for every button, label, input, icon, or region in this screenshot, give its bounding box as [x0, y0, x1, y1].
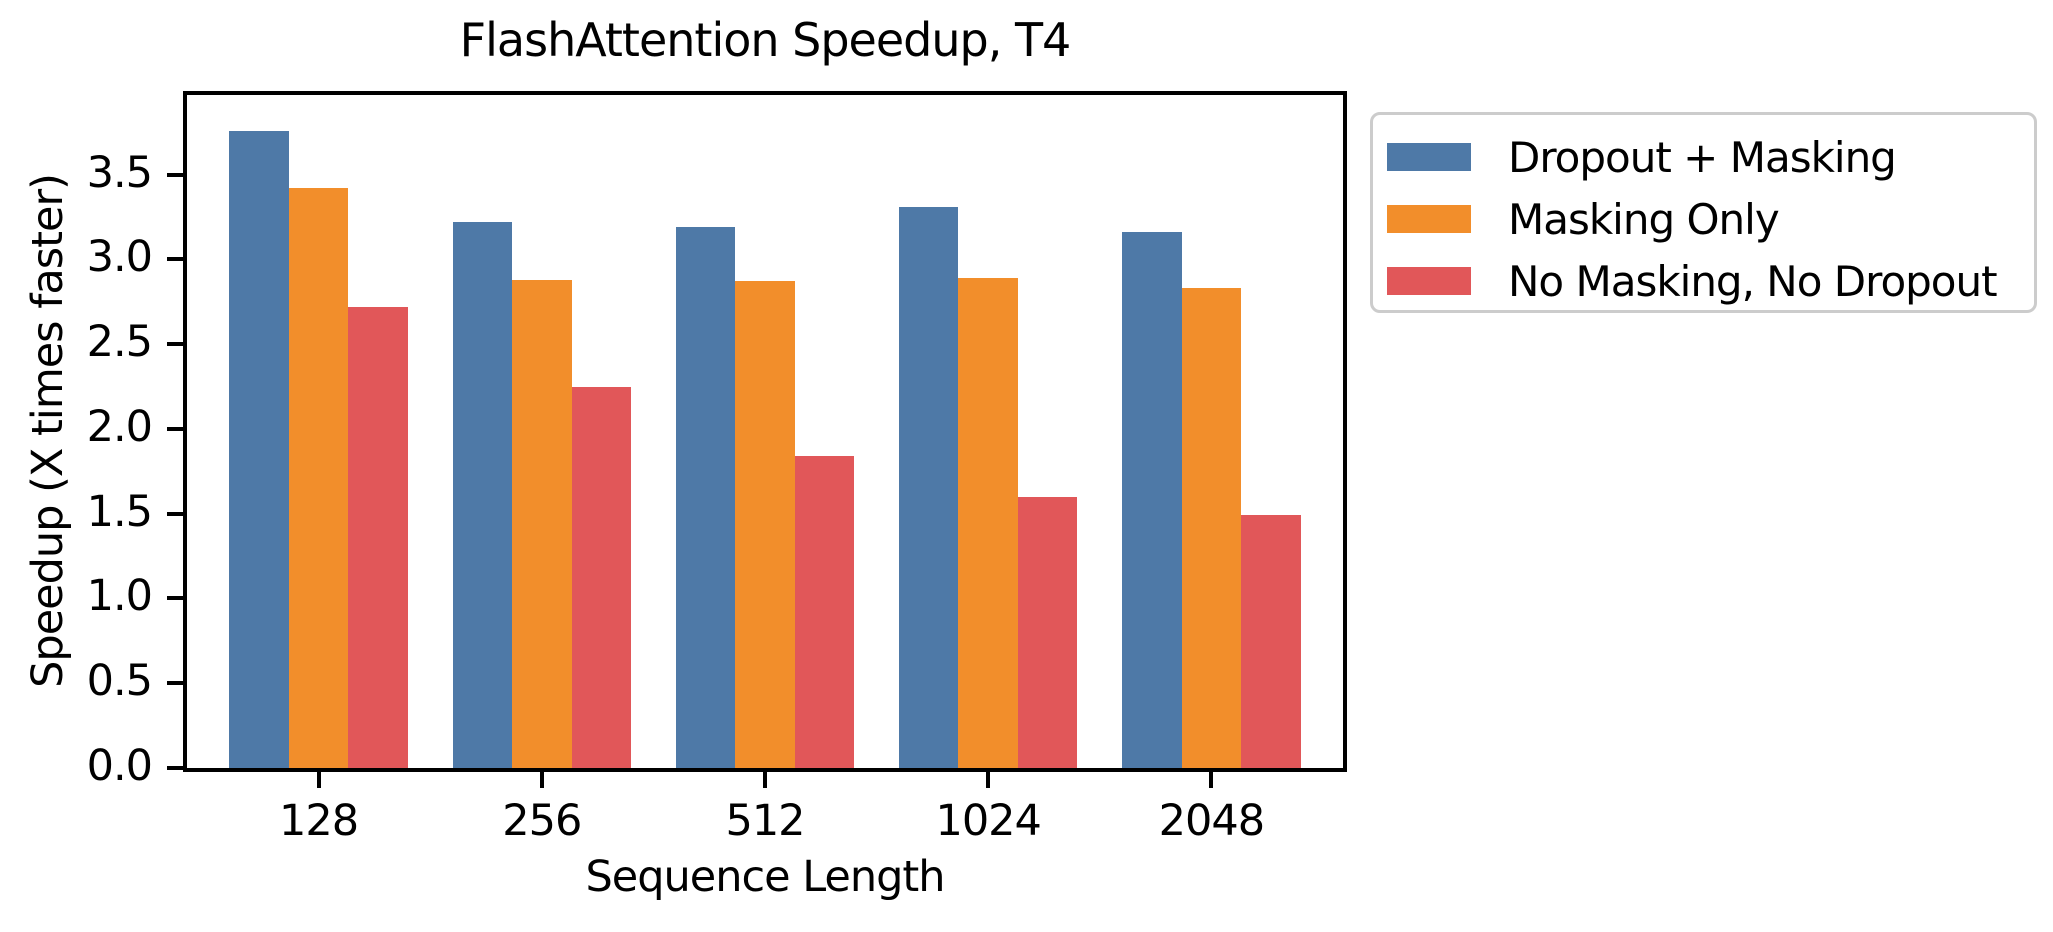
bar-dropout-masking-1024 — [898, 206, 959, 768]
bar-no-masking-no-dropout-256 — [571, 386, 632, 768]
bar-masking-only-128 — [288, 188, 349, 768]
y-tick-mark — [167, 426, 183, 431]
bar-no-masking-no-dropout-128 — [348, 306, 408, 768]
bar-dropout-masking-2048 — [1122, 232, 1182, 768]
bar-no-masking-no-dropout-512 — [794, 456, 855, 768]
bar-masking-only-2048 — [1181, 288, 1242, 768]
bar-dropout-masking-256 — [452, 222, 513, 768]
legend-swatch — [1387, 205, 1471, 233]
y-tick-label: 2.0 — [86, 401, 153, 452]
chart-title: FlashAttention Speedup, T4 — [459, 13, 1072, 67]
x-tick-mark — [316, 772, 321, 788]
legend-label: Dropout + Masking — [1508, 132, 1897, 182]
y-tick-mark — [167, 257, 183, 262]
bar-masking-only-256 — [512, 279, 572, 768]
x-tick-mark — [986, 772, 991, 788]
x-tick-mark — [539, 772, 544, 788]
y-tick-mark — [167, 511, 183, 516]
legend-row: Dropout + Masking — [1387, 128, 2024, 186]
bar-masking-only-1024 — [958, 278, 1018, 768]
legend-row: No Masking, No Dropout — [1387, 252, 2024, 310]
y-tick-mark — [167, 681, 183, 686]
x-tick-label: 128 — [279, 796, 359, 846]
y-tick-mark — [167, 766, 183, 770]
legend: Dropout + Masking Masking Only No Masking,… — [1370, 112, 2037, 313]
x-tick-mark — [1209, 772, 1214, 788]
y-tick-label: 1.5 — [86, 486, 153, 537]
legend-row: Masking Only — [1387, 190, 2024, 248]
y-tick-label: 3.0 — [86, 232, 153, 283]
x-tick-label: 1024 — [935, 796, 1041, 846]
bar-masking-only-512 — [735, 281, 795, 768]
y-tick-label: 0.0 — [86, 741, 153, 791]
bar-dropout-masking-512 — [675, 227, 736, 768]
bar-no-masking-no-dropout-1024 — [1017, 496, 1078, 768]
y-tick-label: 2.5 — [86, 317, 153, 368]
y-tick-label: 1.0 — [86, 571, 153, 622]
y-tick-mark — [167, 596, 183, 601]
legend-swatch — [1387, 267, 1471, 295]
x-tick-label: 256 — [502, 796, 582, 846]
bar-dropout-masking-128 — [229, 130, 289, 768]
y-tick-label: 3.5 — [86, 147, 153, 198]
legend-swatch — [1387, 143, 1471, 171]
legend-label: Masking Only — [1508, 194, 1780, 244]
y-tick-mark — [167, 342, 183, 347]
legend-label: No Masking, No Dropout — [1508, 256, 1998, 306]
x-tick-label: 2048 — [1158, 796, 1265, 846]
bar-no-masking-no-dropout-2048 — [1241, 515, 1301, 768]
x-tick-label: 512 — [725, 796, 805, 846]
y-tick-label: 0.5 — [86, 656, 153, 707]
x-tick-mark — [763, 772, 767, 788]
y-tick-mark — [167, 172, 183, 177]
x-axis-label: Sequence Length — [585, 852, 945, 902]
